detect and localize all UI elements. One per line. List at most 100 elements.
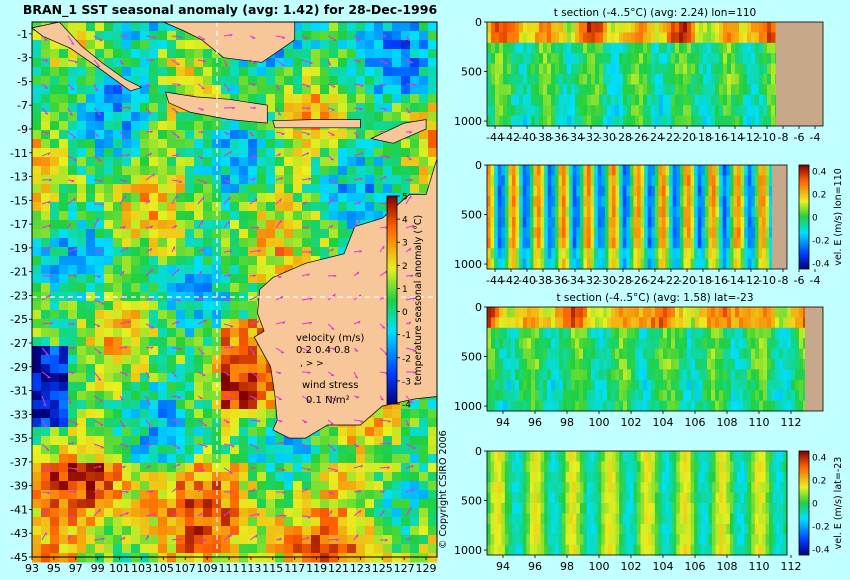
section-colorbar-tick: 0 [812,500,818,510]
section-x-tick: -6 [794,131,805,144]
section-colorbar-tick: 0.2 [812,190,826,200]
map-lat-tick: -17 [10,218,28,231]
section-colorbar-label: vel. E (m/s) lon=110 [833,168,844,266]
section-land [772,165,787,269]
section-field [487,307,808,412]
section-depth-tick: 0 [475,445,482,458]
section-x-tick: -8 [778,131,789,144]
section-x-tick: 96 [528,416,542,429]
section-x-tick: 112 [781,560,802,573]
map-lon-tick: 107 [175,562,196,575]
map-lat-tick: -37 [10,456,28,469]
section-depth-tick: 1000 [454,258,482,271]
section-colorbar-tick: -0.2 [812,237,830,247]
section-colorbar-tick: -0.4 [812,260,830,270]
section-x-tick: -32 [582,131,600,144]
section-x-tick: -36 [550,274,568,287]
section-x-tick: -42 [502,274,520,287]
section-colorbar-tick: -0.2 [812,523,830,533]
section-depth-tick: 1000 [454,400,482,413]
section-colorbar [798,164,810,270]
section-colorbar-tick: 0 [812,214,818,224]
map-lat-tick: -9 [17,123,28,136]
copyright-notice: © Copyright CSIRO 2006 [438,430,449,549]
section-x-tick: -24 [646,274,664,287]
section-depth-tick: 500 [461,351,482,364]
section-frame [486,306,824,412]
section-x-tick: -34 [566,131,584,144]
map-lon-tick: 111 [219,562,240,575]
section-x-tick: 94 [496,416,510,429]
section-panel-3: t section (-4..5°C) (avg: 1.58) lat=-23 0… [454,292,824,429]
section-x-tick: 104 [653,416,674,429]
map-lon-tick: 109 [197,562,218,575]
section-x-tick: -8 [778,274,789,287]
section-x-tick: -4 [810,274,821,287]
section-x-tick: -14 [726,131,744,144]
map-frame [31,21,438,558]
map-colorbar-tick: 2 [402,262,408,272]
section-x-tick: 100 [589,560,610,573]
section-x-tick: 112 [781,416,802,429]
section-x-tick: -12 [742,131,760,144]
section-x-tick: 106 [685,416,706,429]
section-x-tick: -16 [710,274,728,287]
section-x-tick: -30 [598,274,616,287]
section-panels: t section (-4..5°C) (avg: 2.24) lon=110 0… [454,7,844,573]
map-lon-tick: 127 [394,562,415,575]
map-colorbar-label: temperature seasonal anomaly (°C) [413,215,424,385]
section-x-tick: -12 [742,274,760,287]
wind-stress-title: wind stress [302,380,358,391]
map-colorbar-tick: -1 [402,331,411,341]
map-lat-tick: -27 [10,337,28,350]
map-lon-tick: 99 [91,562,105,575]
section-x-tick: -38 [534,274,552,287]
map-lon-tick: 125 [372,562,393,575]
section-x-tick: -32 [582,274,600,287]
section-x-tick: -14 [726,274,744,287]
section-x-tick: -38 [534,131,552,144]
section-x-tick: 98 [560,560,574,573]
velocity-legend: velocity (m/s) 0.2 0.4 0.8 , > > wind st… [296,333,364,406]
section-x-tick: 100 [589,416,610,429]
map-lon-tick: 121 [328,562,349,575]
section-colorbar-tick: 0.4 [812,453,827,463]
section-depth-tick: 0 [475,301,482,314]
section-x-tick: 96 [528,560,542,573]
section-panel-1: t section (-4..5°C) (avg: 2.24) lon=110 0… [454,7,824,144]
map-colorbar-tick: 1 [402,285,408,295]
section-frame [486,450,788,556]
map-lat-tick: -29 [10,361,28,374]
map-lat-tick: -39 [10,480,28,493]
sst-map: -1-3-5-7-9-11-13-15-17-19-21-23-25-27-29… [10,21,438,575]
wind-stress-value: 0.1 N/m² [306,395,350,406]
section-panel-4: 0 500 1000 94 96 98 100 102 104 106 108 110 112 0.4 0.… [454,445,844,573]
section-x-tick: -44 [486,274,504,287]
section-depth-tick: 1000 [454,115,482,128]
map-lat-tick: -21 [10,266,28,279]
section-x-tick: -24 [646,131,664,144]
map-colorbar-tick: -2 [402,354,411,364]
section-x-tick: 98 [560,416,574,429]
section-x-tick: -10 [758,274,776,287]
section-x-tick: 104 [653,560,674,573]
map-lon-tick: 95 [47,562,61,575]
map-colorbar-tick: 5 [402,193,408,203]
map-lat-tick: -5 [17,75,28,88]
section-land [776,22,823,126]
section-colorbar-label: vel. E (m/s) lat=-23 [833,457,844,550]
map-lon-tick: 123 [350,562,371,575]
map-lon-tick: 115 [262,562,283,575]
velocity-legend-title: velocity (m/s) [296,333,364,344]
map-colorbar-ticks: 5 4 3 2 1 0 -1 -2 -3 -4 [397,193,411,411]
map-lon-tick: 93 [25,562,39,575]
section-land [805,307,823,411]
section-x-tick: 108 [717,560,738,573]
section-x-tick: -18 [694,274,712,287]
map-lat-tick: -45 [10,551,28,564]
section-panel-title: t section (-4..5°C) (avg: 1.58) lat=-23 [556,292,753,304]
map-colorbar: 5 4 3 2 1 0 -1 -2 -3 -4 temperature seasonal anom… [386,193,424,411]
section-colorbar-tick: -0.4 [812,546,830,556]
section-x-tick: -16 [710,131,728,144]
section-depth-tick: 0 [475,159,482,172]
